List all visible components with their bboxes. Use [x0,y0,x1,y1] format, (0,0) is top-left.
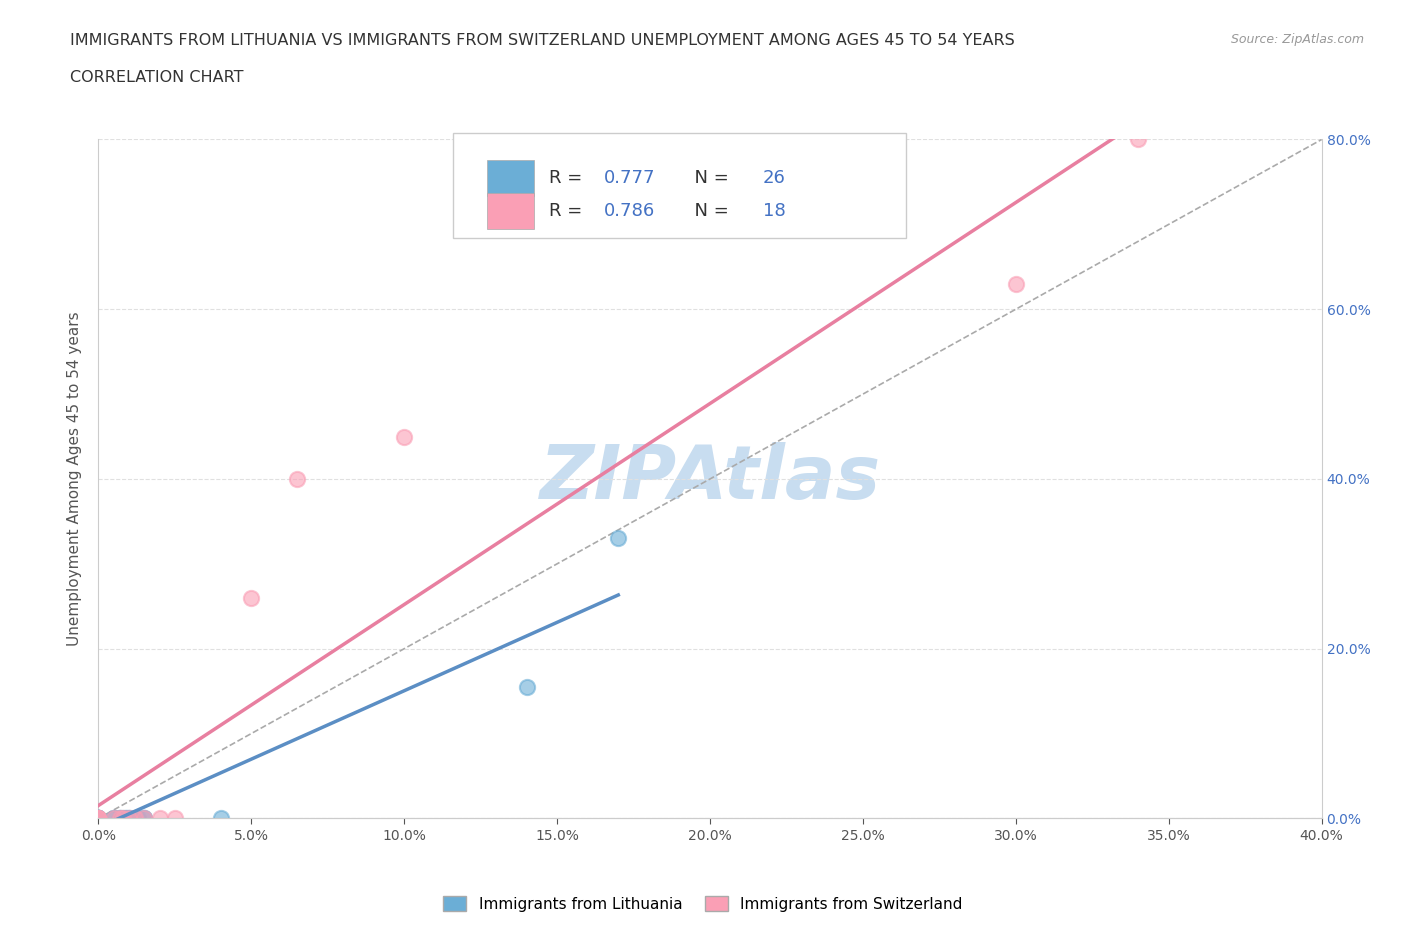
Point [134,811,156,826]
Point [108,811,131,826]
Point [118,811,141,826]
Point [111,811,134,826]
FancyBboxPatch shape [488,160,534,195]
Point [87,811,110,826]
FancyBboxPatch shape [488,193,534,229]
Point [127,811,149,826]
Point [392,429,416,444]
Y-axis label: Unemployment Among Ages 45 to 54 years: Unemployment Among Ages 45 to 54 years [67,312,83,646]
Point [103,811,125,826]
Point [163,811,186,826]
Point [209,811,232,826]
Point [87,811,110,826]
Point [103,811,125,826]
Point [240,591,263,605]
Point [87,811,110,826]
Point [118,811,141,826]
Text: N =: N = [683,202,734,220]
Point [87,811,110,826]
Point [1004,276,1026,291]
Text: R =: R = [548,202,588,220]
Point [134,811,156,826]
Point [124,811,146,826]
Point [115,811,138,826]
Text: R =: R = [548,169,588,187]
Point [516,680,538,695]
Point [118,811,141,826]
Point [87,811,110,826]
Point [87,811,110,826]
Point [87,811,110,826]
Point [149,811,172,826]
Point [115,811,138,826]
Point [87,811,110,826]
Point [87,811,110,826]
Text: 0.777: 0.777 [603,169,655,187]
Text: 0.786: 0.786 [603,202,655,220]
Point [1128,132,1150,147]
Point [108,811,131,826]
Point [87,811,110,826]
Text: ZIPAtlas: ZIPAtlas [540,443,880,515]
Text: N =: N = [683,169,734,187]
Point [111,811,134,826]
Point [87,811,110,826]
Point [87,811,110,826]
FancyBboxPatch shape [453,133,905,238]
Point [87,811,110,826]
Point [607,531,630,546]
Point [103,811,125,826]
Point [285,472,308,486]
Text: 26: 26 [762,169,786,187]
Text: IMMIGRANTS FROM LITHUANIA VS IMMIGRANTS FROM SWITZERLAND UNEMPLOYMENT AMONG AGES: IMMIGRANTS FROM LITHUANIA VS IMMIGRANTS … [70,33,1015,47]
Point [87,811,110,826]
Text: CORRELATION CHART: CORRELATION CHART [70,70,243,85]
Point [124,811,146,826]
Legend: Immigrants from Lithuania, Immigrants from Switzerland: Immigrants from Lithuania, Immigrants fr… [437,889,969,918]
Text: Source: ZipAtlas.com: Source: ZipAtlas.com [1230,33,1364,46]
Text: 18: 18 [762,202,786,220]
Point [108,811,131,826]
Point [87,811,110,826]
Point [134,811,156,826]
